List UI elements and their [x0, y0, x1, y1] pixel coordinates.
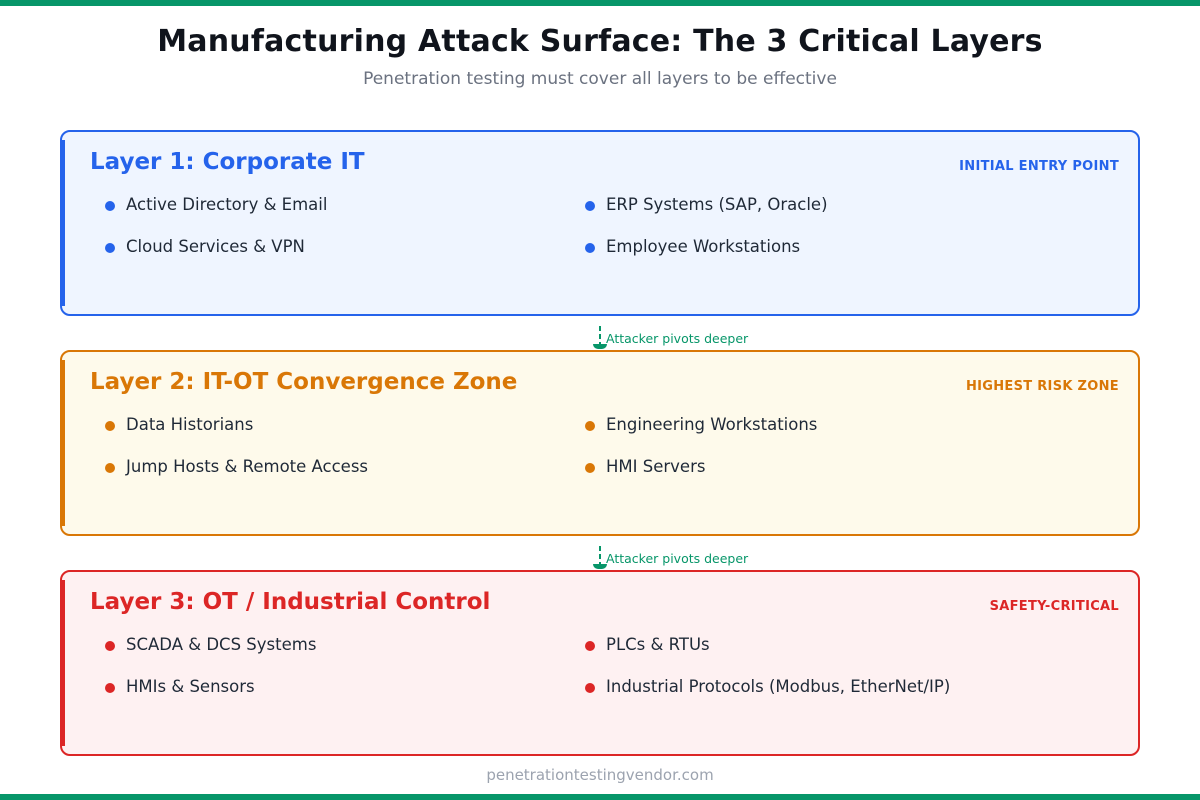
layer-item: Jump Hosts & Remote Access [105, 457, 368, 476]
layer-accent-bar [60, 580, 65, 746]
layer-item: Cloud Services & VPN [105, 237, 305, 256]
arrow-down-icon [593, 344, 607, 349]
bullet-icon [105, 243, 115, 253]
layer-item: HMI Servers [585, 457, 705, 476]
layer-tag: HIGHEST RISK ZONE [965, 379, 1119, 394]
page-subtitle: Penetration testing must cover all layer… [363, 69, 837, 89]
bullet-icon [585, 463, 595, 473]
bullet-icon [105, 683, 115, 693]
layer-title: Layer 3: OT / Industrial Control [90, 589, 491, 615]
bullet-icon [105, 421, 115, 431]
layer-item: Employee Workstations [585, 237, 800, 256]
bullet-icon [585, 641, 595, 651]
layer-item: PLCs & RTUs [585, 635, 710, 654]
layer-accent-bar [60, 360, 65, 526]
layer-item: Data Historians [105, 415, 253, 434]
layer-item: Engineering Workstations [585, 415, 817, 434]
top-accent-bar [0, 0, 1200, 6]
bullet-icon [105, 463, 115, 473]
layer-1-card: Layer 1: Corporate IT INITIAL ENTRY POIN… [60, 130, 1140, 316]
layer-tag: SAFETY-CRITICAL [989, 599, 1119, 614]
layer-accent-bar [60, 140, 65, 306]
connector-label: Attacker pivots deeper [606, 551, 749, 566]
connector-label: Attacker pivots deeper [606, 331, 749, 346]
pivot-connector: Attacker pivots deeper [592, 326, 792, 350]
bullet-icon [585, 421, 595, 431]
pivot-connector: Attacker pivots deeper [592, 546, 792, 570]
bullet-icon [585, 243, 595, 253]
layer-item: SCADA & DCS Systems [105, 635, 316, 654]
bullet-icon [105, 201, 115, 211]
layer-title: Layer 1: Corporate IT [90, 149, 365, 175]
dashed-line [599, 326, 601, 344]
layer-3-card: Layer 3: OT / Industrial Control SAFETY-… [60, 570, 1140, 756]
footer-source: penetrationtestingvendor.com [486, 766, 714, 784]
layer-title: Layer 2: IT-OT Convergence Zone [90, 369, 518, 395]
bullet-icon [105, 641, 115, 651]
layer-item: ERP Systems (SAP, Oracle) [585, 195, 828, 214]
dashed-line [599, 546, 601, 564]
layer-item: Industrial Protocols (Modbus, EtherNet/I… [585, 677, 950, 696]
layer-item: HMIs & Sensors [105, 677, 255, 696]
bullet-icon [585, 201, 595, 211]
bottom-accent-bar [0, 794, 1200, 800]
arrow-down-icon [593, 564, 607, 569]
page-title: Manufacturing Attack Surface: The 3 Crit… [157, 24, 1043, 59]
layer-item: Active Directory & Email [105, 195, 327, 214]
layer-2-card: Layer 2: IT-OT Convergence Zone HIGHEST … [60, 350, 1140, 536]
layer-tag: INITIAL ENTRY POINT [959, 159, 1119, 174]
bullet-icon [585, 683, 595, 693]
